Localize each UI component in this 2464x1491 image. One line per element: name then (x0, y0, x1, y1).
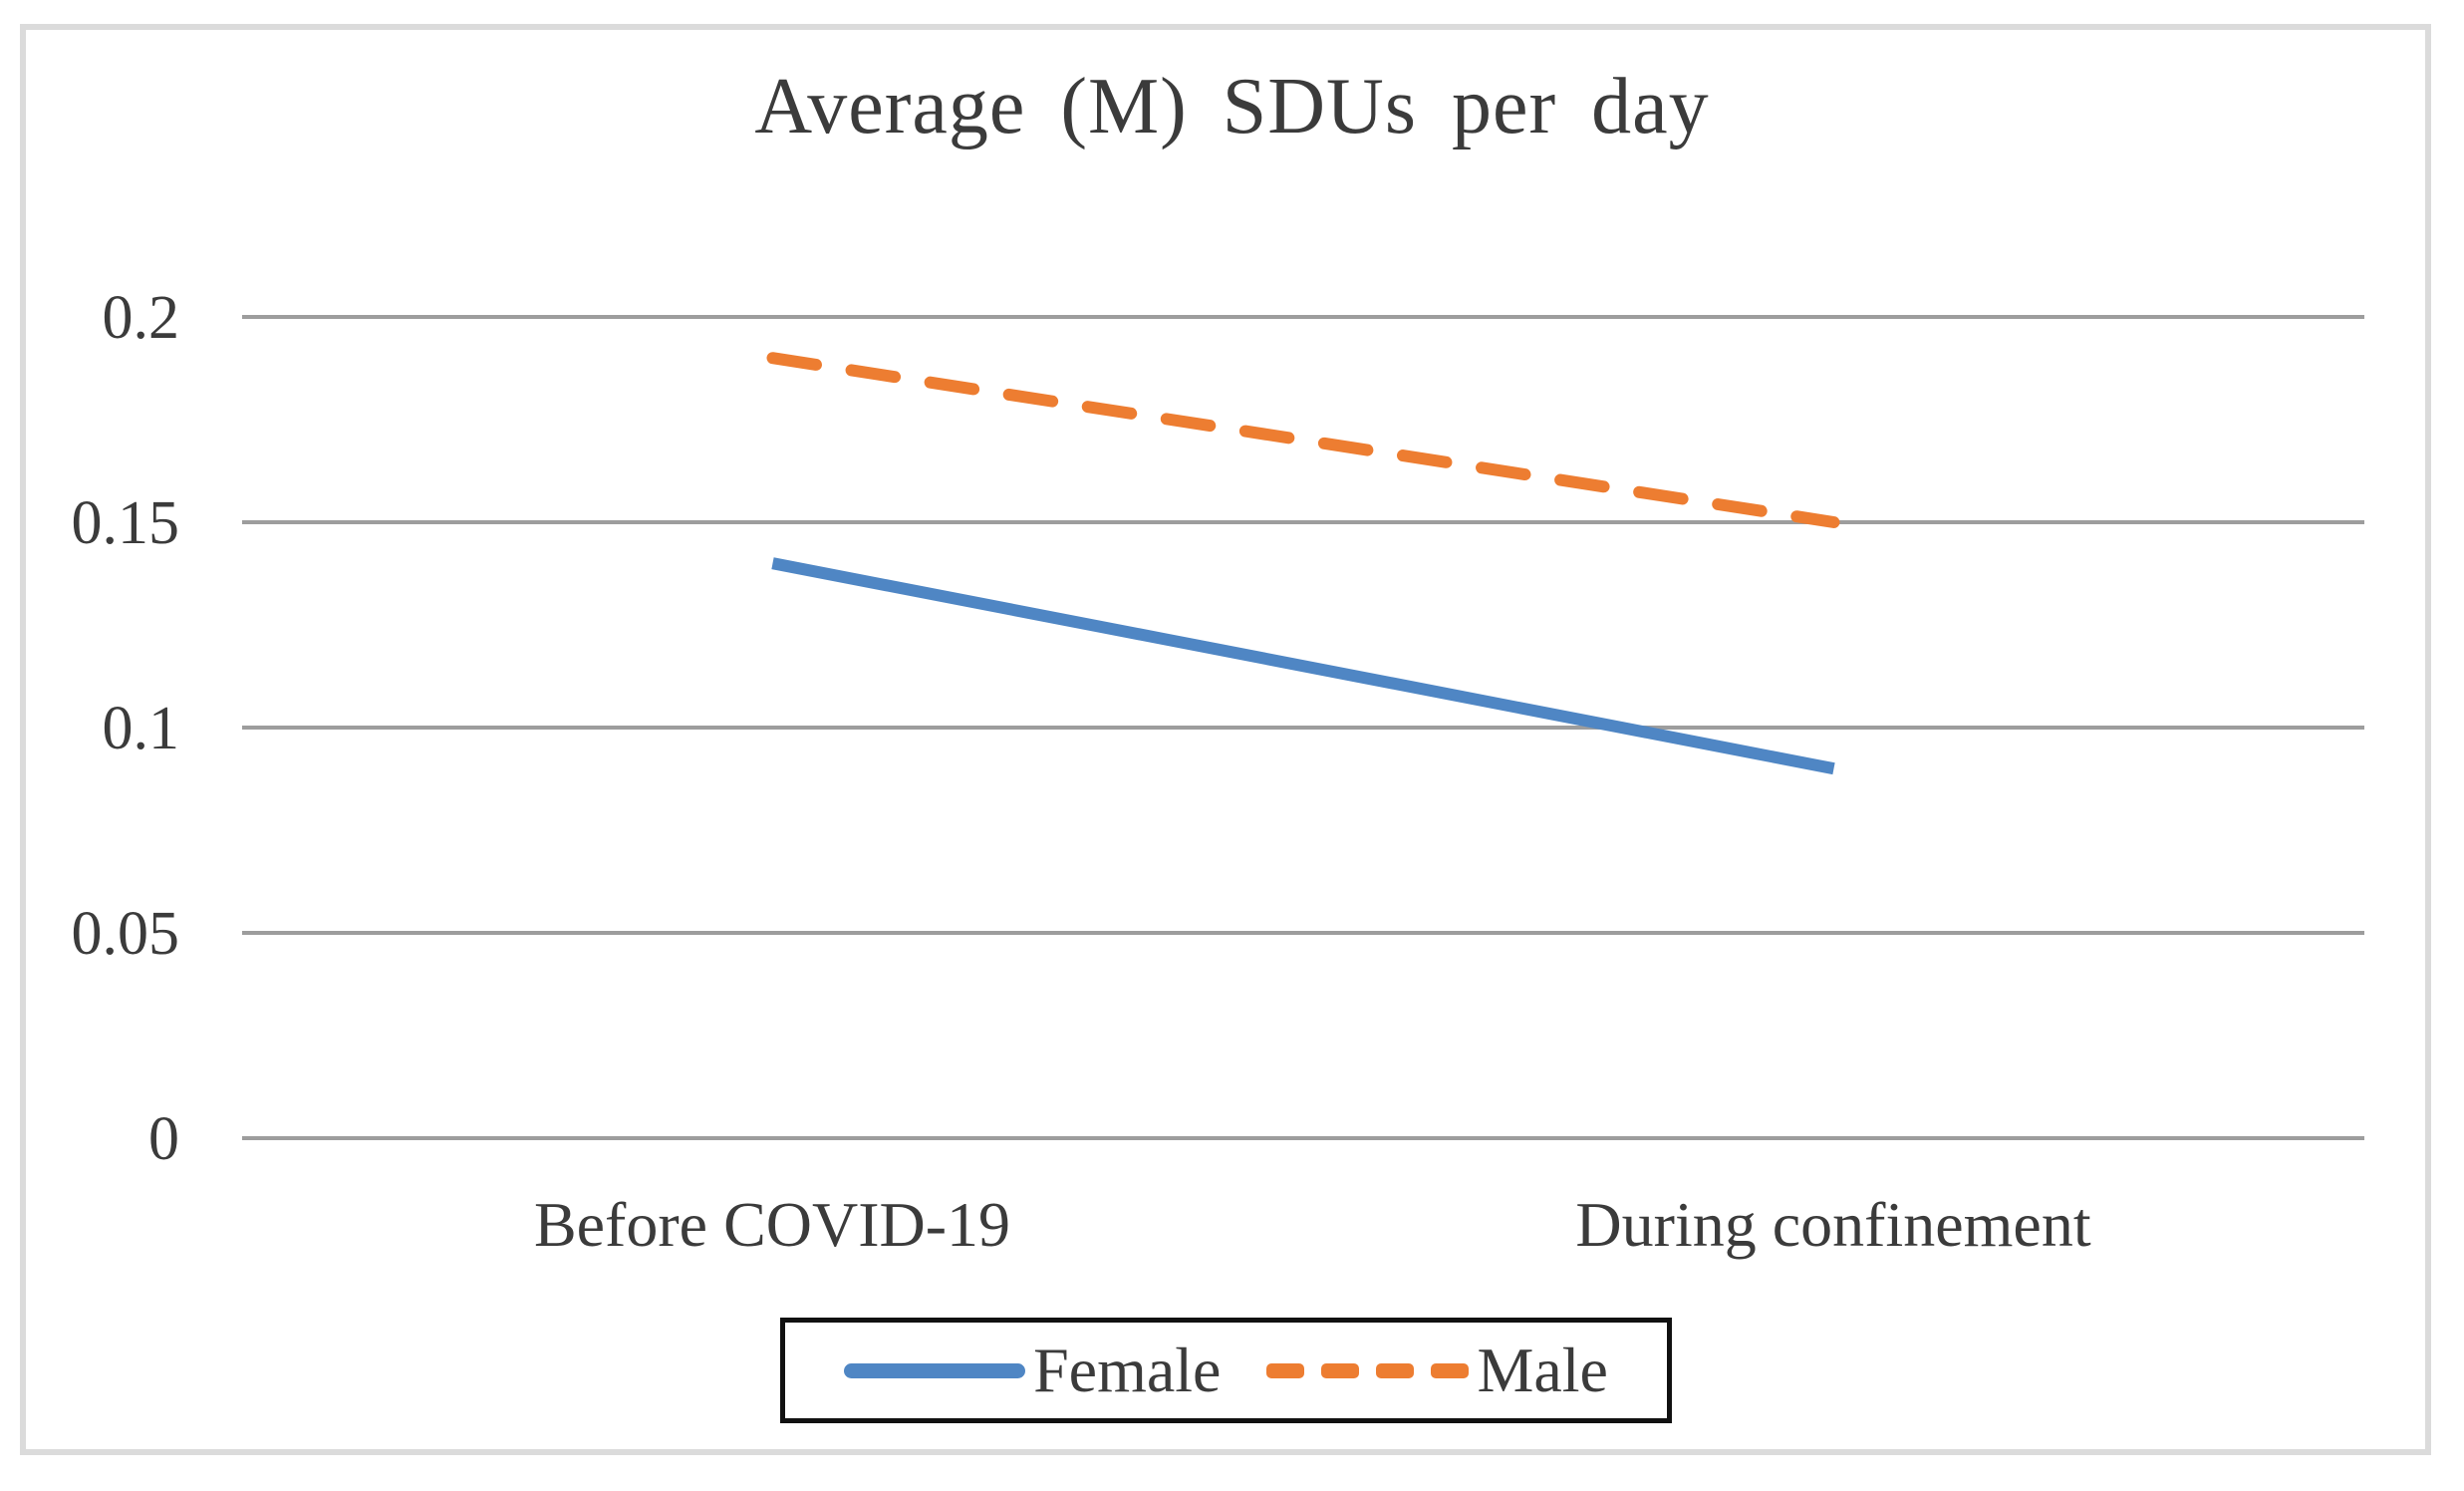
xtick-during-confinement: During confinement (1575, 1189, 2091, 1260)
male-swatch-dash (1376, 1362, 1415, 1378)
chart-title: Average (M) SDUs per day (754, 63, 1710, 150)
male-swatch-dash (1321, 1362, 1360, 1378)
ytick-0.1: 0.1 (102, 695, 180, 762)
female-line-swatch (844, 1362, 1026, 1378)
ytick-0.05: 0.05 (71, 900, 180, 968)
figure-border (20, 24, 2431, 1455)
ytick-0: 0 (148, 1105, 179, 1173)
legend-item-female: Female (844, 1339, 1221, 1402)
ytick-0.2: 0.2 (102, 284, 180, 352)
male-swatch-dash (1266, 1362, 1305, 1378)
male-line-swatch (1266, 1362, 1470, 1378)
legend-item-male: Male (1266, 1339, 1608, 1402)
gridlines (242, 315, 2364, 1140)
legend-label-male: Male (1477, 1335, 1608, 1405)
female-line (771, 557, 1835, 775)
male-line (766, 352, 1840, 528)
ytick-0.15: 0.15 (71, 489, 180, 557)
legend: Female Male (780, 1318, 1672, 1423)
male-swatch-dash (1431, 1362, 1470, 1378)
legend-label-female: Female (1033, 1335, 1222, 1405)
xtick-before-covid: Before COVID-19 (533, 1189, 1011, 1260)
